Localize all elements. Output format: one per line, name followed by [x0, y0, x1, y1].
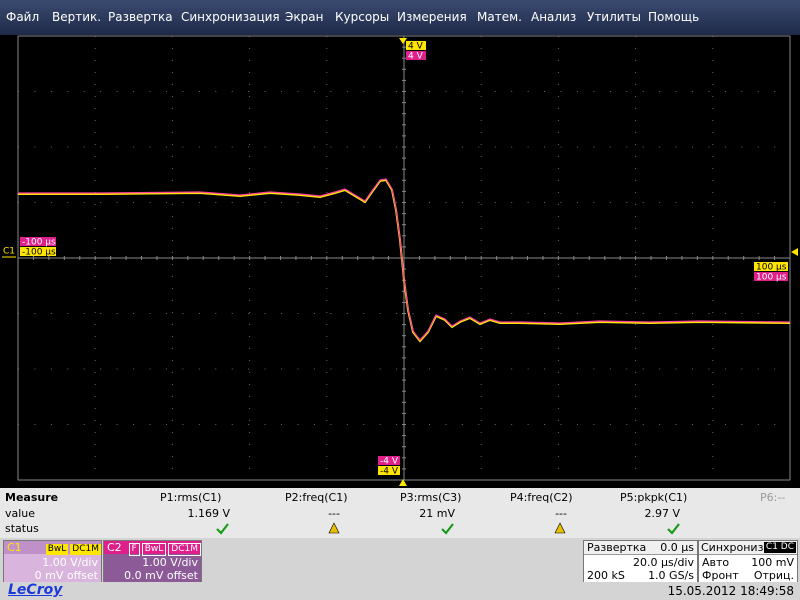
marker-bg	[20, 237, 56, 246]
param-value: ---	[555, 507, 567, 520]
status-warning	[554, 522, 566, 534]
menu-item[interactable]: Экран	[285, 10, 324, 24]
marker-bg	[754, 272, 788, 281]
channel-label: C2	[107, 541, 122, 554]
menu-item[interactable]: Курсоры	[335, 10, 390, 24]
trigger-arrow	[399, 479, 407, 486]
trigger-source: C1 DC	[763, 542, 796, 553]
menu-item[interactable]: Вертик.	[52, 10, 102, 24]
param-name[interactable]: P1:rms(C1)	[160, 491, 222, 504]
param-value: 1.169 V	[187, 507, 230, 520]
param-value: ---	[328, 507, 340, 520]
param-name[interactable]: P5:pkpk(C1)	[620, 491, 688, 504]
channel-box-c2[interactable]: C2 F BwL DC1M 1.00 V/div 0.0 mV offset	[103, 540, 202, 584]
brand: LeCroy	[8, 582, 63, 598]
param-name[interactable]: P6:--	[760, 491, 786, 504]
channel-tag: DC1M	[168, 543, 201, 556]
param-name[interactable]: P4:freq(C2)	[510, 491, 573, 504]
bottom-marker: -4 V	[380, 467, 399, 477]
scope-screen: 4 V 4 V -100 µs -100 µs C1 100 µs 100 µs…	[0, 35, 800, 488]
row-label: value	[5, 507, 36, 520]
channel-scale: 1.00 V/div	[42, 556, 98, 569]
trigger-slope: Фронт	[702, 569, 739, 582]
trigger-header: Синхронизация C1 DC	[699, 541, 797, 555]
bottom-marker: -4 V	[380, 457, 399, 467]
measure-panel: Measure value status P1:rms(C1) P2:freq(…	[0, 488, 800, 538]
channel-header: C2 F BwL DC1M	[104, 541, 201, 556]
channel-label: C1	[3, 247, 15, 257]
param-value: 2.97 V	[644, 507, 680, 520]
timebase-samples: 200 kS	[587, 569, 625, 582]
marker-bg	[754, 262, 788, 271]
channel-offset: 0 mV offset	[34, 569, 98, 582]
marker-bg	[378, 456, 400, 465]
menu-item[interactable]: Анализ	[531, 10, 577, 24]
timebase-row: 200 kS 1.0 GS/s	[584, 569, 697, 582]
channel-scale: 1.00 V/div	[142, 556, 198, 569]
menu-item[interactable]: Утилиты	[587, 10, 642, 24]
channel-box-c1[interactable]: C1 BwL DC1M 1.00 V/div 0 mV offset	[3, 540, 102, 584]
channel-tag: DC1M	[70, 544, 101, 555]
menu-item[interactable]: Синхронизация	[181, 10, 280, 24]
channel-label: C1	[7, 541, 22, 554]
param-name[interactable]: P3:rms(C3)	[400, 491, 462, 504]
param-value: 21 mV	[419, 507, 455, 520]
menu-item[interactable]: Развертка	[108, 10, 173, 24]
menu-item[interactable]: Измерения	[397, 10, 467, 24]
channel-offset: 0.0 mV offset	[124, 569, 198, 582]
timebase-rate: 1.0 GS/s	[648, 569, 694, 582]
timebase-title: Развертка	[587, 541, 647, 554]
level-arrow	[791, 248, 798, 256]
marker-bg	[406, 51, 426, 60]
left-marker: -100 µs	[22, 238, 56, 248]
timebase-delay: 0.0 µs	[660, 541, 694, 554]
menu-item[interactable]: Матем.	[477, 10, 522, 24]
graticule	[17, 35, 791, 481]
measure-title: Measure	[5, 491, 59, 504]
top-marker: 4 V	[408, 42, 424, 52]
trace-c2	[18, 178, 791, 341]
trigger-arrow	[399, 38, 407, 44]
status-ok	[667, 523, 680, 535]
timebase-box[interactable]: Развертка 0.0 µs 20.0 µs/div 200 kS 1.0 …	[583, 540, 698, 584]
status-ok	[441, 523, 454, 535]
timebase-header: Развертка 0.0 µs	[584, 541, 697, 555]
menu-item[interactable]: Помощь	[648, 10, 700, 24]
channel-tag: F	[128, 543, 140, 556]
param-name[interactable]: P2:freq(C1)	[285, 491, 348, 504]
menu-item[interactable]: Файл	[6, 10, 40, 24]
channel-tag: BwL	[45, 544, 69, 555]
timestamp: 15.05.2012 18:49:58	[667, 584, 794, 598]
trigger-polarity: Отриц.	[753, 569, 794, 582]
right-marker: 100 µs	[756, 263, 787, 273]
screen-bg	[0, 35, 800, 488]
trigger-box[interactable]: Синхронизация C1 DC Авто 100 mV Фронт От…	[698, 540, 798, 584]
channel-tag: BwL	[141, 543, 167, 556]
trigger-level: 100 mV	[751, 556, 794, 569]
right-marker: 100 µs	[756, 273, 787, 283]
marker-bg	[378, 466, 400, 475]
timebase-scale: 20.0 µs/div	[633, 556, 694, 569]
channel-header: C1 BwL DC1M	[4, 541, 101, 555]
row-label: status	[5, 522, 39, 535]
marker-bg	[406, 41, 426, 50]
trigger-row: Авто 100 mV	[699, 555, 797, 569]
trigger-mode: Авто	[702, 556, 730, 569]
status-warning	[328, 522, 340, 534]
menu-bar: Файл Вертик. Развертка Синхронизация Экр…	[0, 0, 800, 35]
footer: LeCroy 15.05.2012 18:49:58	[0, 582, 800, 600]
left-marker: -100 µs	[22, 248, 56, 258]
trigger-row: Фронт Отриц.	[699, 569, 797, 582]
status-ok	[216, 523, 229, 535]
status-icons	[216, 522, 680, 535]
top-marker: 4 V	[408, 52, 424, 62]
marker-bg	[20, 247, 56, 256]
